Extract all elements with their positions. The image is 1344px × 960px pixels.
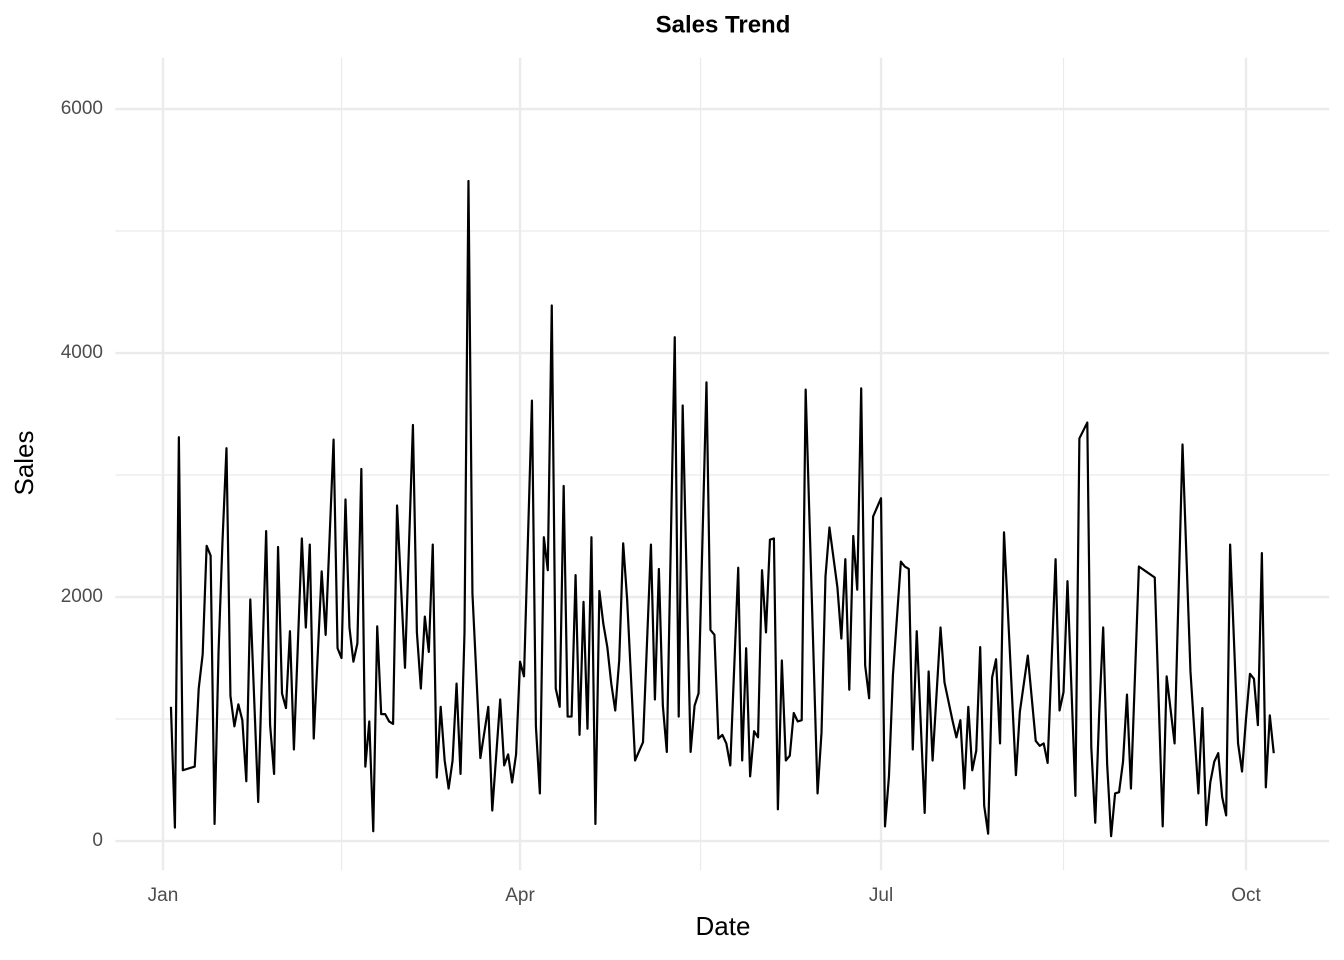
sales-line: [169, 179, 1275, 838]
y-tick-label: 4000: [61, 342, 103, 363]
y-tick-label: 0: [92, 830, 103, 851]
x-axis-title: Date: [696, 911, 751, 941]
y-tick-label: 2000: [61, 586, 103, 607]
y-axis-title: Sales: [9, 430, 39, 495]
x-tick-label: Oct: [1231, 885, 1261, 906]
x-tick-label: Jan: [148, 885, 179, 906]
y-tick-label: 6000: [61, 98, 103, 119]
chart-title: Sales Trend: [656, 11, 791, 38]
x-tick-label: Apr: [505, 885, 535, 906]
x-tick-label: Jul: [869, 885, 893, 906]
